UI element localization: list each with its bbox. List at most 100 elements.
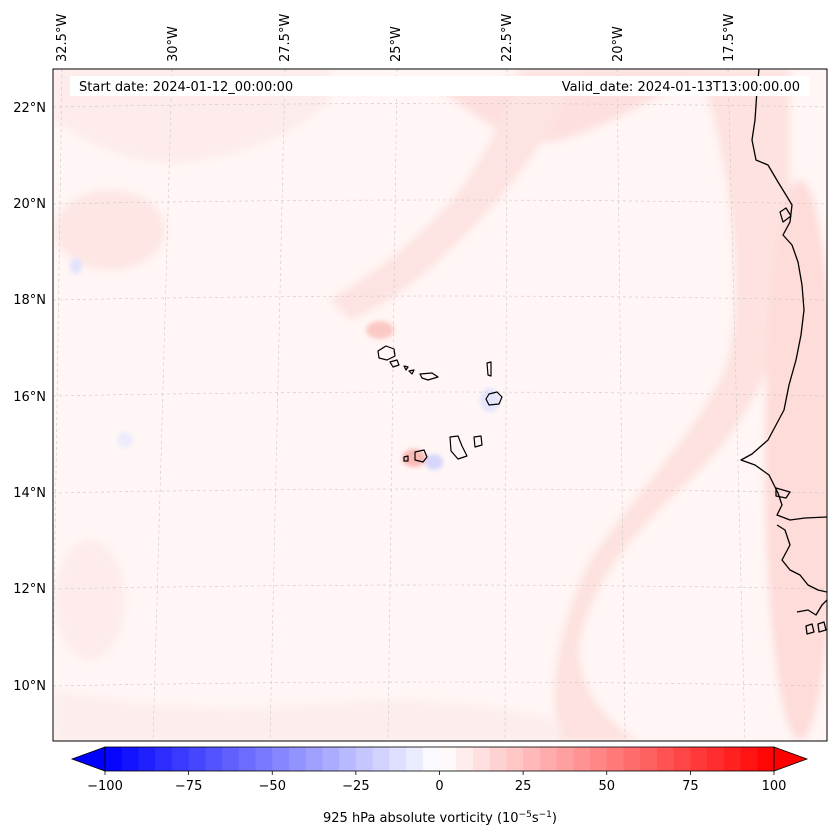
banc-arguin-coast	[779, 207, 792, 223]
meridian-32.5w	[53, 69, 63, 694]
africa-coastline	[740, 69, 827, 521]
colorbar-tick-label: 75	[682, 779, 699, 794]
colorbar-segment	[673, 747, 691, 771]
island-boa-vista	[485, 391, 503, 406]
colorbar-segment	[707, 747, 725, 771]
header-box	[70, 76, 810, 96]
colorbar-segment	[472, 747, 491, 771]
colorbar-segment	[255, 747, 273, 771]
colorbar-segment	[422, 747, 440, 771]
colorbar-segment	[188, 747, 206, 771]
vorticity-east-coast-strip	[765, 180, 827, 740]
colorbar-segment	[623, 747, 641, 771]
lon-label-22.5w: 22.5°W	[500, 14, 515, 62]
map-panel	[53, 69, 827, 741]
island-maio	[473, 435, 483, 448]
colorbar-title-exp1: −5	[519, 810, 532, 820]
cape-verde-islands	[377, 345, 503, 463]
colorbar-segment	[171, 747, 190, 771]
colorbar-segment	[590, 747, 608, 771]
colorbar-segment	[288, 747, 307, 771]
island-fogo	[414, 449, 428, 463]
vorticity-band-diagonal	[330, 69, 580, 320]
colorbar-segment	[389, 747, 407, 771]
parallel-14n	[53, 488, 827, 494]
colorbar-segment	[121, 747, 139, 771]
parallel-22n	[53, 103, 827, 108]
colorbar-segment	[138, 747, 156, 771]
vorticity-field	[53, 69, 827, 741]
colorbar-segment	[523, 747, 541, 771]
island-brava	[403, 455, 409, 462]
longitude-labels: 32.5°W 30°W 27.5°W 25°W 22.5°W 20°W 17.5…	[55, 14, 737, 62]
colorbar-tick-label: −100	[87, 779, 123, 794]
map-background	[53, 69, 827, 741]
colorbar-segment	[155, 747, 173, 771]
lat-label-22n: 22°N	[13, 101, 46, 116]
colorbar-segment	[723, 747, 742, 771]
colorbar-title-mid: s	[532, 811, 539, 826]
vorticity-negative-spot-3	[70, 258, 82, 274]
lon-label-30w: 30°W	[166, 26, 181, 62]
island-santiago	[449, 435, 468, 460]
colorbar-segment	[406, 747, 424, 771]
parallel-16n	[53, 391, 827, 397]
colorbar-segment	[339, 747, 357, 771]
island-santo-antao	[377, 345, 396, 361]
colorbar-segment	[238, 747, 257, 771]
vorticity-band-south	[53, 690, 560, 741]
bissau-coast	[796, 599, 827, 616]
start-date-label: Start date: 2024-01-12_00:00:00	[79, 80, 293, 95]
meridian-20w	[616, 69, 626, 741]
colorbar-segment	[205, 747, 223, 771]
vorticity-positive-spot-1	[366, 321, 394, 339]
colorbar-title-exp2: −1	[539, 810, 552, 820]
colorbar-extend-min	[70, 746, 106, 772]
meridian-17.5w	[727, 69, 746, 741]
colorbar-segment	[640, 747, 658, 771]
map-frame	[52, 68, 828, 742]
colorbar-segment	[439, 747, 457, 771]
lon-label-20w: 20°W	[611, 26, 626, 62]
colorbar-segment	[222, 747, 240, 771]
colorbar-ticks: −100 −75 −50 −25 0 25 50 75 100	[87, 771, 786, 794]
meridian-25w	[387, 69, 398, 741]
vorticity-negative-spot-4	[117, 432, 133, 448]
bissagos-islands	[805, 621, 827, 635]
colorbar-segment	[757, 747, 775, 771]
colorbar-tick-label: 100	[762, 779, 787, 794]
colorbar-tick-label: 25	[515, 779, 532, 794]
colorbar-segment	[539, 747, 558, 771]
lon-label-27.5w: 27.5°W	[278, 14, 293, 62]
vorticity-positive-spot-2	[402, 449, 426, 467]
parallel-20n	[53, 199, 827, 205]
colorbar-segment	[372, 747, 390, 771]
lon-label-25w: 25°W	[389, 26, 404, 62]
colorbar-tick-label: −75	[175, 779, 202, 794]
valid-date-label: Valid_date: 2024-01-13T13:00:00.00	[562, 80, 800, 95]
lon-label-32.5w: 32.5°W	[55, 14, 70, 62]
colorbar-segment	[690, 747, 708, 771]
vorticity-band-coastal	[554, 69, 790, 741]
vorticity-southwest-patch	[55, 540, 125, 660]
colorbar-title-text: 925 hPa absolute vorticity (10	[323, 811, 519, 826]
parallel-12n	[53, 584, 827, 590]
colorbar: −100 −75 −50 −25 0 25 50 75 100 925 hPa absolute…	[70, 746, 809, 826]
colorbar-segment	[105, 747, 123, 771]
colorbar-segment	[556, 747, 574, 771]
colorbar-segment	[506, 747, 524, 771]
vorticity-negative-spot-2	[480, 388, 500, 412]
vorticity-northwest-patch	[55, 190, 165, 270]
colorbar-segment	[573, 747, 591, 771]
vorticity-negative-spot-1	[425, 454, 443, 470]
dakar-peninsula	[775, 487, 791, 499]
colorbar-tick-label: 50	[598, 779, 615, 794]
vorticity-island-dipoles	[70, 258, 500, 470]
meridian-30w	[152, 69, 173, 741]
colorbar-segment	[272, 747, 290, 771]
colorbar-tick-label: 0	[435, 779, 443, 794]
lat-label-14n: 14°N	[13, 486, 46, 501]
meridian-22.5w	[504, 69, 508, 741]
parallel-10n	[53, 681, 827, 687]
